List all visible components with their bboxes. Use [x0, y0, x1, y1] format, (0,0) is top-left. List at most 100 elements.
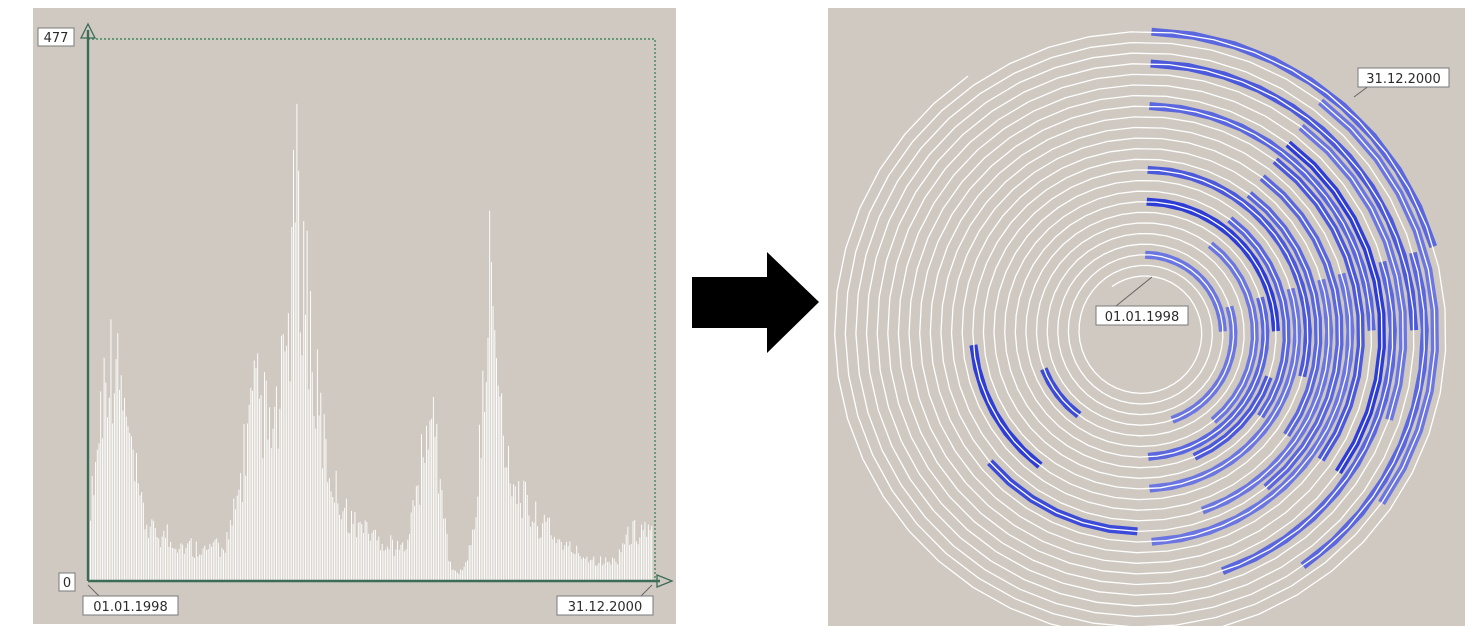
- histogram-bar: [583, 557, 584, 580]
- histogram-bar: [391, 539, 393, 580]
- histogram-bar: [291, 226, 293, 580]
- histogram-bar: [434, 436, 436, 580]
- histogram-bar: [110, 319, 112, 580]
- histogram-bar: [629, 544, 631, 580]
- histogram-bars: [90, 103, 653, 581]
- histogram-bar: [311, 371, 313, 580]
- histogram-bar: [332, 496, 334, 580]
- histogram-bar: [171, 547, 173, 580]
- histogram-bar: [641, 524, 642, 580]
- histogram-bar: [383, 550, 385, 580]
- histogram-bar: [485, 382, 487, 580]
- histogram-bar: [316, 349, 318, 580]
- histogram-bar: [400, 544, 402, 580]
- histogram-bar: [577, 553, 579, 580]
- histogram-bar: [521, 518, 523, 580]
- histogram-bar: [344, 507, 346, 580]
- histogram-bar: [473, 529, 475, 580]
- histogram-bar: [378, 536, 380, 580]
- histogram-bar: [339, 514, 341, 580]
- spiral-line: [834, 31, 1447, 629]
- right-arrow-icon: [692, 252, 819, 353]
- histogram-bar: [328, 478, 330, 580]
- histogram-bar: [531, 521, 533, 580]
- histogram-bar: [429, 420, 431, 580]
- histogram-bar: [407, 539, 409, 580]
- histogram-bar: [502, 435, 504, 580]
- histogram-bar: [381, 544, 383, 580]
- histogram-bar: [444, 518, 446, 580]
- histogram-bar: [352, 523, 354, 580]
- histogram-bar: [538, 538, 540, 580]
- histogram-bar: [470, 544, 472, 580]
- histogram-bar: [409, 534, 410, 580]
- histogram-bar: [233, 498, 235, 580]
- histogram-bar: [417, 485, 419, 580]
- histogram-bar: [589, 560, 591, 580]
- histogram-bar: [518, 481, 520, 580]
- histogram-bar: [548, 517, 550, 580]
- histogram-bar: [226, 532, 228, 580]
- histogram-bar: [90, 520, 91, 580]
- x-end-label-box: [556, 595, 654, 616]
- histogram-bar: [95, 461, 97, 580]
- histogram-bar: [562, 549, 564, 580]
- histogram-bar: [397, 540, 399, 580]
- histogram-bar: [136, 452, 137, 580]
- histogram-bar: [574, 554, 576, 580]
- histogram-frame: [88, 38, 656, 580]
- histogram-bar: [635, 541, 637, 580]
- histogram-bar: [386, 546, 388, 580]
- histogram-bar: [127, 426, 129, 580]
- histogram-bar: [200, 554, 202, 580]
- histogram-bar: [484, 411, 486, 580]
- histogram-bar: [212, 542, 214, 580]
- histogram-bar: [380, 550, 381, 580]
- histogram-bar: [540, 537, 542, 580]
- histogram-bar: [149, 526, 151, 580]
- histogram-bar: [543, 514, 545, 580]
- histogram-bar: [270, 448, 272, 580]
- histogram-bar: [289, 381, 291, 580]
- histogram-bar: [415, 486, 417, 580]
- histogram-bar: [441, 490, 443, 580]
- histogram-bar: [320, 392, 322, 580]
- histogram-bar: [625, 534, 627, 580]
- histogram-bar: [448, 560, 450, 580]
- histogram-bar: [451, 569, 453, 580]
- histogram-bar: [235, 509, 236, 580]
- histogram-bar: [630, 543, 632, 580]
- histogram-bar: [519, 503, 521, 580]
- histogram-bar: [197, 556, 199, 580]
- histogram-bar: [422, 457, 424, 580]
- histogram-bar: [190, 538, 192, 580]
- histogram-bar: [555, 543, 557, 580]
- histogram-bar: [117, 333, 119, 580]
- histogram-bar: [550, 535, 552, 580]
- histogram-bar: [477, 496, 479, 580]
- histogram-bar: [250, 387, 252, 580]
- histogram-bar: [327, 482, 329, 580]
- histogram-bar: [369, 540, 371, 580]
- histogram-bar: [487, 337, 489, 580]
- histogram-bar: [166, 524, 168, 580]
- histogram-bar: [257, 353, 259, 580]
- histogram-bar: [115, 359, 117, 580]
- histogram-bar: [613, 558, 615, 580]
- histogram-bar: [489, 210, 491, 580]
- histogram-bar: [427, 449, 429, 580]
- histogram-bar: [335, 470, 337, 580]
- histogram-bar: [187, 543, 189, 580]
- histogram-bar: [475, 517, 477, 580]
- histogram-bar: [129, 432, 131, 580]
- histogram-bar: [480, 457, 482, 580]
- x-end-label: 31.12.2000: [568, 600, 642, 615]
- histogram-bar: [554, 536, 555, 580]
- histogram-bar: [141, 492, 143, 580]
- spiral-end-label-box: [1357, 67, 1450, 88]
- histogram-bar: [204, 545, 206, 580]
- histogram-bar: [163, 530, 165, 580]
- histogram-bar: [170, 541, 172, 580]
- spiral-chart: 01.01.1998 31.12.2000: [828, 8, 1465, 629]
